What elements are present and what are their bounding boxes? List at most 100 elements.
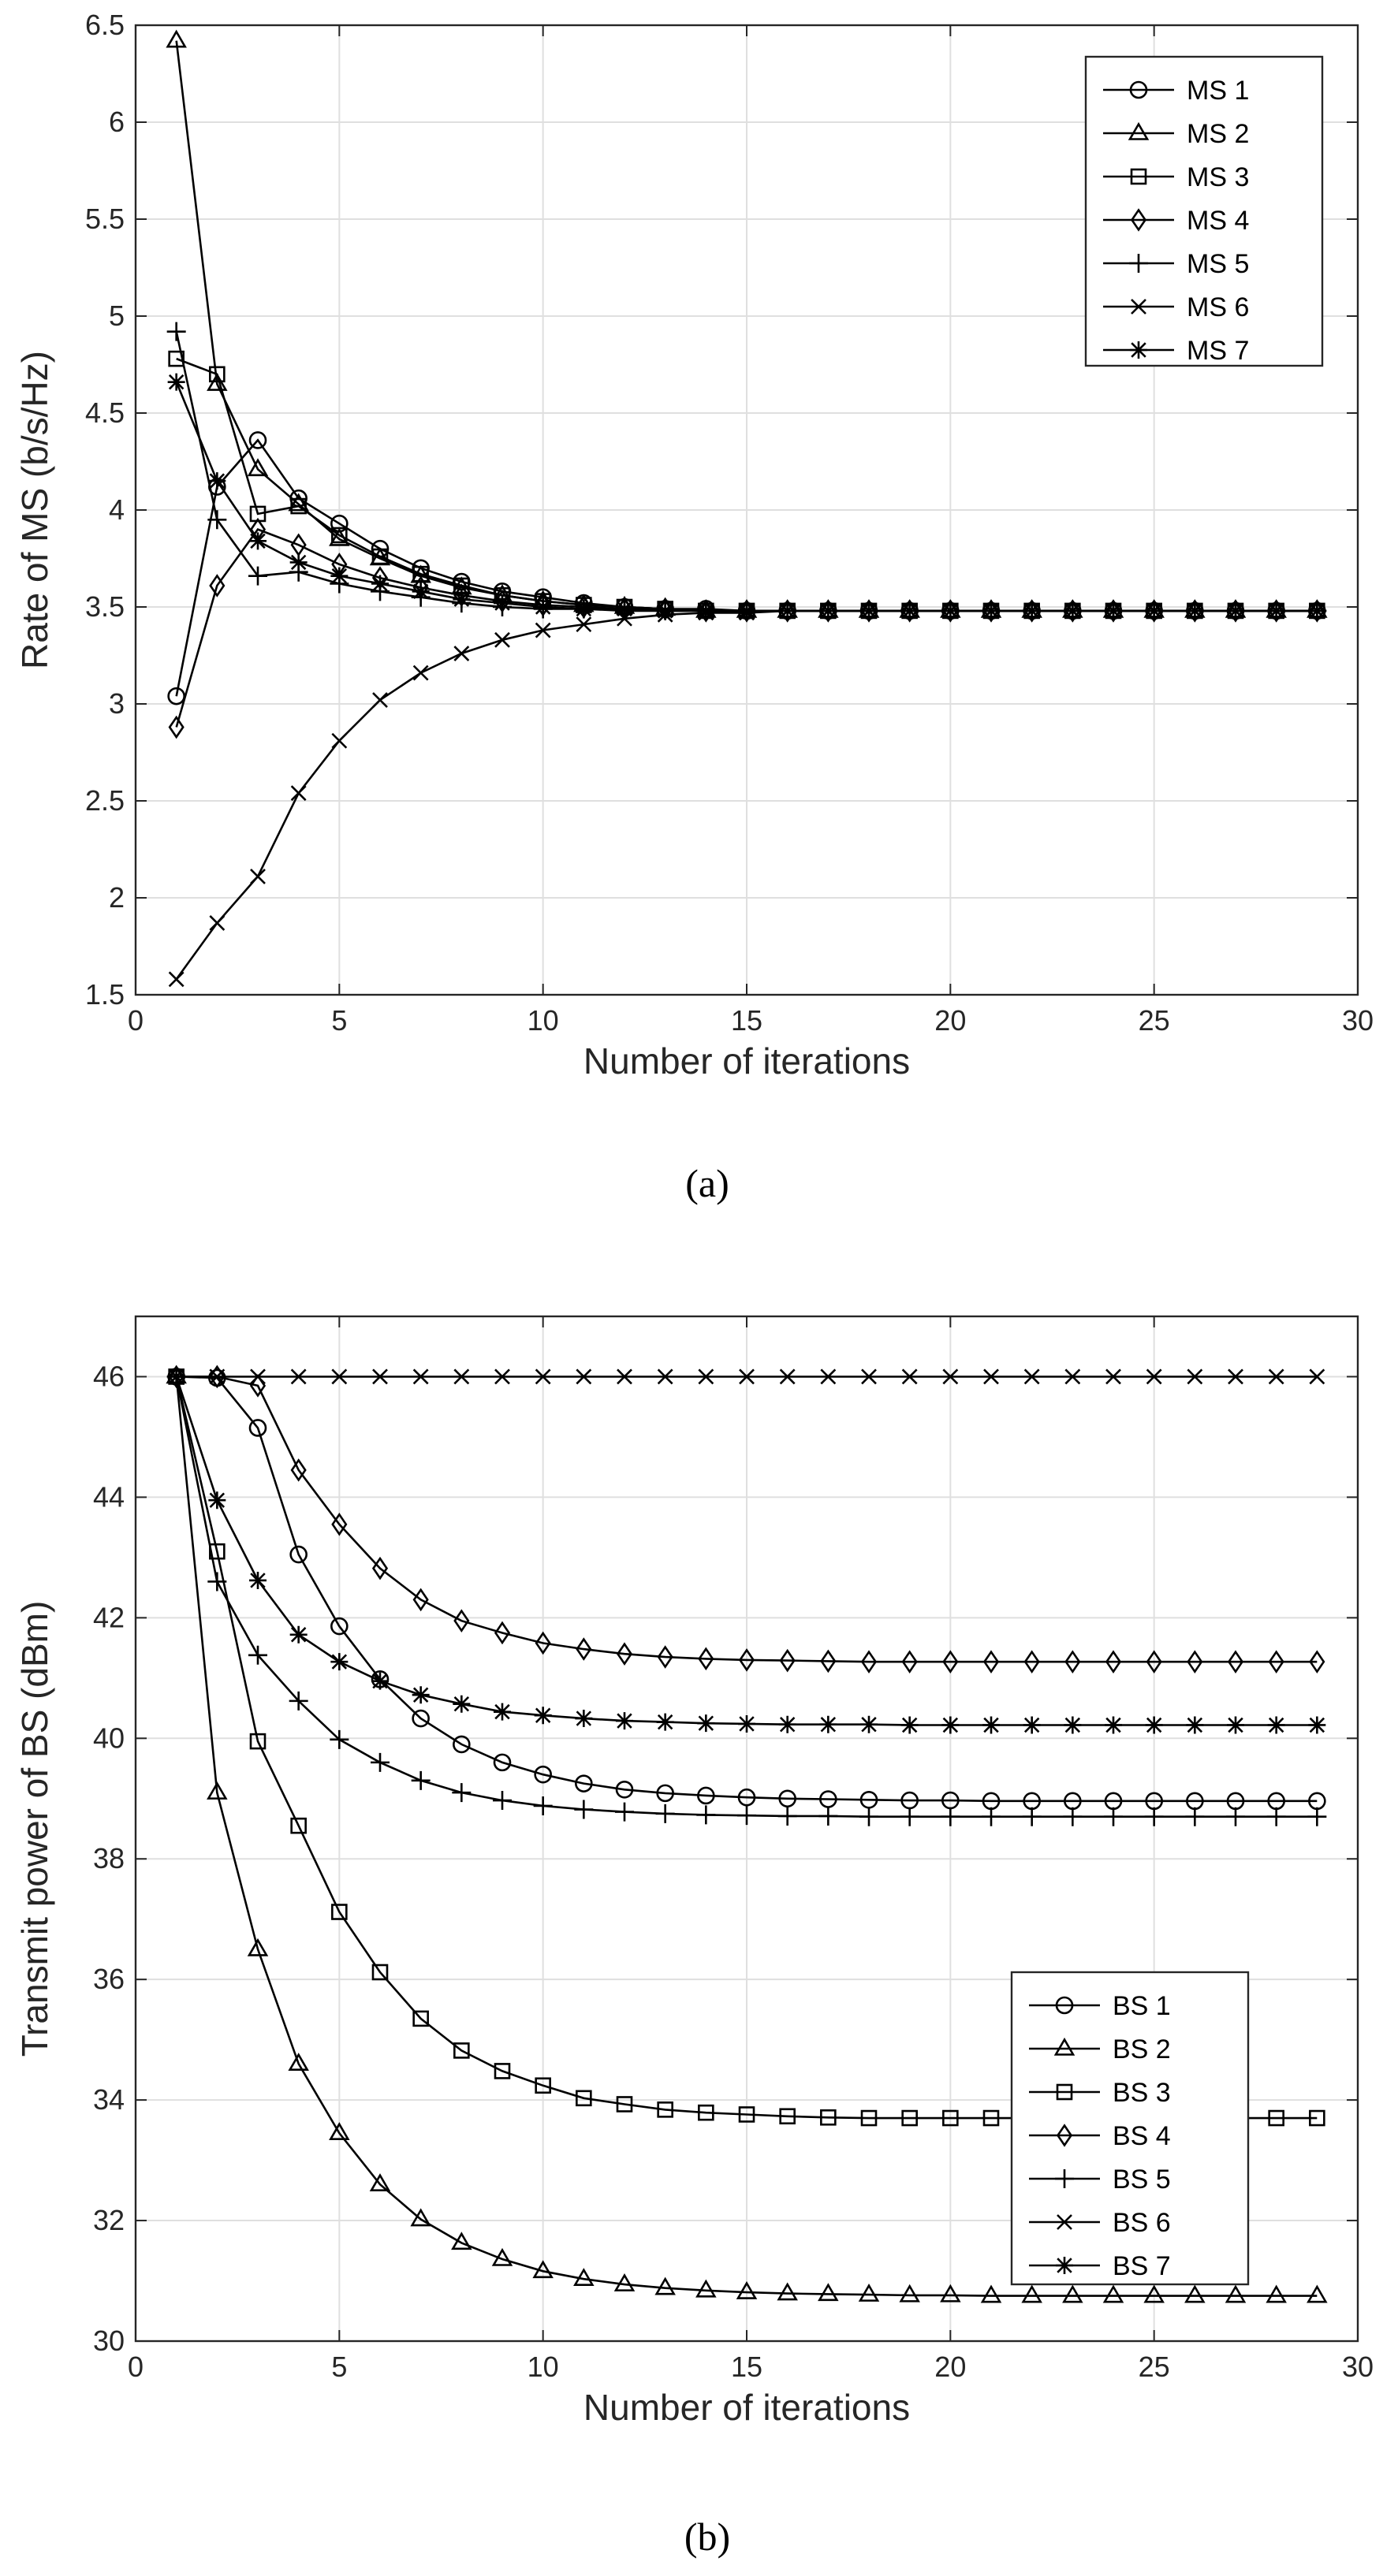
data-point-triangle bbox=[940, 2284, 961, 2302]
legend-entry: MS 5 bbox=[1103, 249, 1249, 279]
data-point-plus bbox=[615, 1802, 634, 1822]
series-ms-7 bbox=[167, 373, 1326, 620]
data-point-x bbox=[576, 616, 592, 633]
data-point-asterisk bbox=[289, 553, 308, 571]
data-point-square bbox=[331, 527, 348, 544]
data-point-diamond bbox=[453, 1609, 470, 1632]
y-tick-label: 30 bbox=[93, 2325, 125, 2357]
data-point-asterisk bbox=[1267, 601, 1285, 620]
data-point-triangle bbox=[777, 2282, 798, 2301]
legend-box bbox=[1084, 55, 1324, 367]
data-point-x bbox=[983, 1368, 999, 1385]
series-line bbox=[176, 1375, 1318, 1803]
data-point-asterisk bbox=[819, 601, 837, 620]
data-point-x bbox=[331, 1368, 348, 1385]
legend-marker-circle bbox=[1055, 1996, 1074, 2015]
data-point-square bbox=[779, 2108, 796, 2125]
data-point-triangle bbox=[818, 2283, 839, 2302]
data-point-x bbox=[901, 1368, 918, 1385]
data-point-asterisk bbox=[1227, 1716, 1244, 1734]
y-tick-label: 32 bbox=[93, 2204, 125, 2236]
data-point-asterisk bbox=[208, 1491, 226, 1509]
y-tick-label: 6.5 bbox=[85, 9, 125, 41]
data-point-diamond bbox=[1064, 1650, 1081, 1673]
data-point-asterisk bbox=[819, 1715, 837, 1733]
x-tick-label: 30 bbox=[1342, 1004, 1374, 1037]
legend-entry: MS 1 bbox=[1103, 76, 1249, 106]
series-bs-1 bbox=[167, 1368, 1326, 1811]
x-tick-label: 10 bbox=[528, 1004, 559, 1037]
data-point-square bbox=[168, 350, 185, 367]
x-tick-label: 20 bbox=[934, 2351, 966, 2383]
y-axis-label: Transmit power of BS (dBm) bbox=[14, 1601, 55, 2057]
data-point-diamond bbox=[331, 1513, 348, 1536]
data-point-diamond bbox=[371, 1556, 389, 1580]
data-point-x bbox=[1023, 1368, 1040, 1385]
legend-marker-square bbox=[1130, 168, 1147, 185]
x-tick-label: 0 bbox=[128, 2351, 144, 2383]
data-point-asterisk bbox=[371, 1672, 389, 1690]
legend-label: MS 7 bbox=[1187, 336, 1249, 366]
data-point-x bbox=[453, 1368, 470, 1385]
legend-entry: MS 3 bbox=[1103, 162, 1249, 192]
x-tick-label: 20 bbox=[934, 1004, 966, 1037]
data-point-square bbox=[738, 2106, 755, 2123]
legend-label: BS 7 bbox=[1113, 2251, 1171, 2281]
data-point-asterisk bbox=[900, 601, 919, 620]
data-point-square bbox=[616, 2096, 633, 2113]
data-point-plus bbox=[166, 322, 186, 341]
y-tick-label: 3.5 bbox=[85, 590, 125, 623]
data-point-circle bbox=[737, 1788, 756, 1807]
data-point-x bbox=[820, 1368, 837, 1385]
data-point-x bbox=[1309, 1368, 1325, 1385]
x-tick-label: 10 bbox=[528, 2351, 559, 2383]
chart-a-rate-of-ms: 0 5 10 15 20 25 30 1.5 2 2.5 3 3.5 4 4.5 5 5.5 6 6.5 Numbe… bbox=[14, 9, 1374, 1205]
data-point-square bbox=[494, 2063, 511, 2079]
data-point-plus bbox=[1226, 1807, 1245, 1826]
data-point-triangle bbox=[491, 2247, 513, 2266]
legend-marker-triangle bbox=[1053, 2037, 1076, 2056]
legend-label: BS 1 bbox=[1113, 1991, 1171, 2021]
data-point-plus bbox=[818, 1806, 838, 1826]
data-point-asterisk bbox=[656, 601, 674, 620]
data-point-diamond bbox=[982, 1650, 1000, 1673]
y-tick-label: 2 bbox=[109, 881, 125, 914]
data-point-x bbox=[1146, 1368, 1162, 1385]
series-group bbox=[166, 1364, 1328, 2303]
legend-marker-plus bbox=[1129, 254, 1148, 273]
data-point-diamond bbox=[820, 1649, 837, 1673]
data-point-circle bbox=[289, 1545, 308, 1564]
data-point-plus bbox=[330, 1729, 349, 1749]
y-tick-label: 36 bbox=[93, 1963, 125, 1995]
data-point-diamond bbox=[738, 1648, 755, 1672]
y-tick-label: 42 bbox=[93, 1601, 125, 1633]
data-point-square bbox=[290, 1817, 307, 1834]
data-point-square bbox=[371, 548, 389, 565]
data-point-circle bbox=[534, 1765, 552, 1784]
figure-caption: (a) bbox=[685, 1161, 729, 1205]
data-point-square bbox=[901, 2109, 918, 2127]
data-point-asterisk bbox=[534, 598, 552, 616]
data-point-x bbox=[861, 1368, 877, 1385]
legend-label: MS 5 bbox=[1187, 249, 1249, 279]
x-axis-label: Number of iterations bbox=[583, 2387, 910, 2428]
data-point-x bbox=[576, 1368, 592, 1385]
data-point-asterisk bbox=[1186, 1716, 1204, 1734]
data-point-x bbox=[372, 692, 388, 708]
data-point-x bbox=[209, 1368, 226, 1385]
legend-marker-asterisk bbox=[1130, 341, 1147, 359]
series-bs-5 bbox=[166, 1367, 1327, 1826]
data-point-asterisk bbox=[167, 1368, 185, 1386]
legend-label: BS 3 bbox=[1113, 2078, 1171, 2108]
data-point-asterisk bbox=[494, 594, 511, 612]
y-tick-label: 1.5 bbox=[85, 978, 125, 1011]
data-point-x bbox=[494, 1368, 510, 1385]
legend-marker-plus bbox=[1055, 2169, 1074, 2188]
data-point-asterisk bbox=[453, 590, 471, 609]
legend-entry: MS 2 bbox=[1103, 119, 1249, 149]
data-point-plus bbox=[1307, 1807, 1327, 1826]
y-tick-label: 5 bbox=[109, 300, 125, 332]
data-point-diamond bbox=[1227, 1650, 1244, 1673]
data-point-diamond bbox=[657, 1645, 673, 1669]
data-point-asterisk bbox=[1064, 601, 1082, 620]
